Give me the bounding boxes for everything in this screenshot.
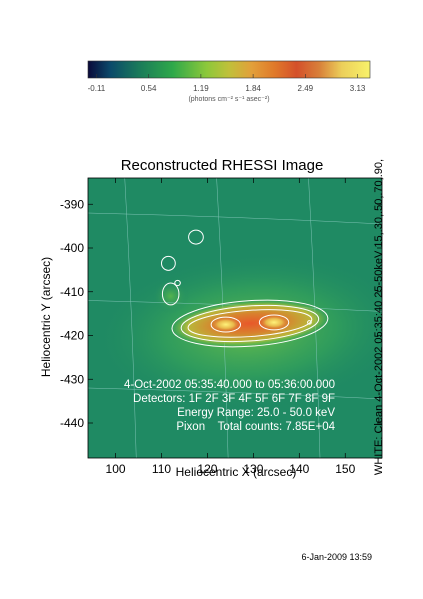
- x-tick-label: 110: [152, 462, 171, 476]
- chart-title: Reconstructed RHESSI Image: [121, 157, 324, 174]
- annotation-block: 4-Oct-2002 05:35:40.000 to 05:36:00.000 …: [124, 379, 336, 433]
- contour-level: [187, 309, 313, 338]
- colorbar: -0.11 0.54 1.19 1.84 2.49 3.13 (photons cm⁻² …: [87, 60, 371, 103]
- plot-frame: [87, 177, 383, 459]
- y-axis-ticks: -390 -400 -410 -420 -430 -440: [60, 197, 382, 430]
- y-tick-label: -410: [60, 285, 84, 299]
- clean-contours: [161, 229, 329, 348]
- x-tick-label: 100: [106, 462, 126, 476]
- emission-core: [257, 314, 291, 331]
- grid-line-horizontal: [88, 212, 382, 225]
- y-tick-label: -440: [60, 416, 84, 430]
- annotation-detectors: Detectors: 1F 2F 3F 4F 5F 6F 7F 8F 9F: [133, 393, 335, 405]
- colorbar-bar: [87, 60, 371, 79]
- timestamp: 6-Jan-2009 13:59: [301, 552, 372, 562]
- y-axis-label: Heliocentric Y (arcsec): [39, 257, 53, 377]
- grid-line-vertical: [124, 178, 137, 458]
- colorbar-unit: (photons cm⁻² s⁻¹ asec⁻²): [188, 96, 269, 103]
- x-tick-label: 140: [289, 462, 309, 476]
- contour-isolated: [174, 279, 181, 287]
- x-tick-label: 130: [243, 462, 263, 476]
- colorbar-tick-label: 0.54: [141, 84, 157, 93]
- heatmap-side-halo: [152, 278, 190, 314]
- x-axis-label: Heliocentric X (arcsec): [176, 465, 297, 479]
- grid-line-horizontal: [88, 387, 382, 400]
- contour-level: [180, 304, 320, 343]
- contour-level: [171, 299, 329, 348]
- contour-isolated: [188, 229, 204, 245]
- emission-core: [209, 316, 242, 333]
- contour-note: WHITE: Clean 4-Oct-2002 05:35:40 25-50ke…: [373, 159, 385, 475]
- y-tick-label: -390: [60, 197, 84, 211]
- contour-isolated: [307, 320, 312, 325]
- annotation-method-counts: Pixon Total counts: 7.85E+04: [176, 421, 335, 433]
- contour-isolated: [161, 255, 176, 271]
- colorbar-tick-label: 2.49: [298, 84, 314, 93]
- contour-peak: [210, 316, 242, 333]
- x-axis-ticks: 100 110 120 130 140 150: [106, 178, 356, 476]
- colorbar-tick-label: 3.13: [350, 84, 366, 93]
- y-tick-label: -430: [60, 372, 84, 386]
- colorbar-tick-label: 1.19: [193, 84, 209, 93]
- x-tick-label: 150: [335, 462, 355, 476]
- colorbar-tick-label: -0.11: [88, 84, 106, 93]
- annotation-energy-range: Energy Range: 25.0 - 50.0 keV: [177, 407, 335, 419]
- colorbar-ticks: -0.11 0.54 1.19 1.84 2.49 3.13: [88, 74, 366, 93]
- plot-area: 100 110 120 130 140 150 -390-400-410-420-430-…: [60, 177, 383, 476]
- emission-cores: [209, 314, 291, 333]
- contour-peak: [258, 314, 290, 331]
- heatmap-image: [88, 178, 382, 458]
- y-tick-label: -420: [60, 329, 84, 343]
- y-tick-label: -400: [60, 241, 84, 255]
- colorbar-tick-label: 1.84: [245, 84, 261, 93]
- emission-region: [172, 300, 328, 346]
- x-tick-label: 120: [197, 462, 217, 476]
- contour-isolated: [161, 282, 180, 306]
- annotation-time-range: 4-Oct-2002 05:35:40.000 to 05:36:00.000: [124, 379, 335, 391]
